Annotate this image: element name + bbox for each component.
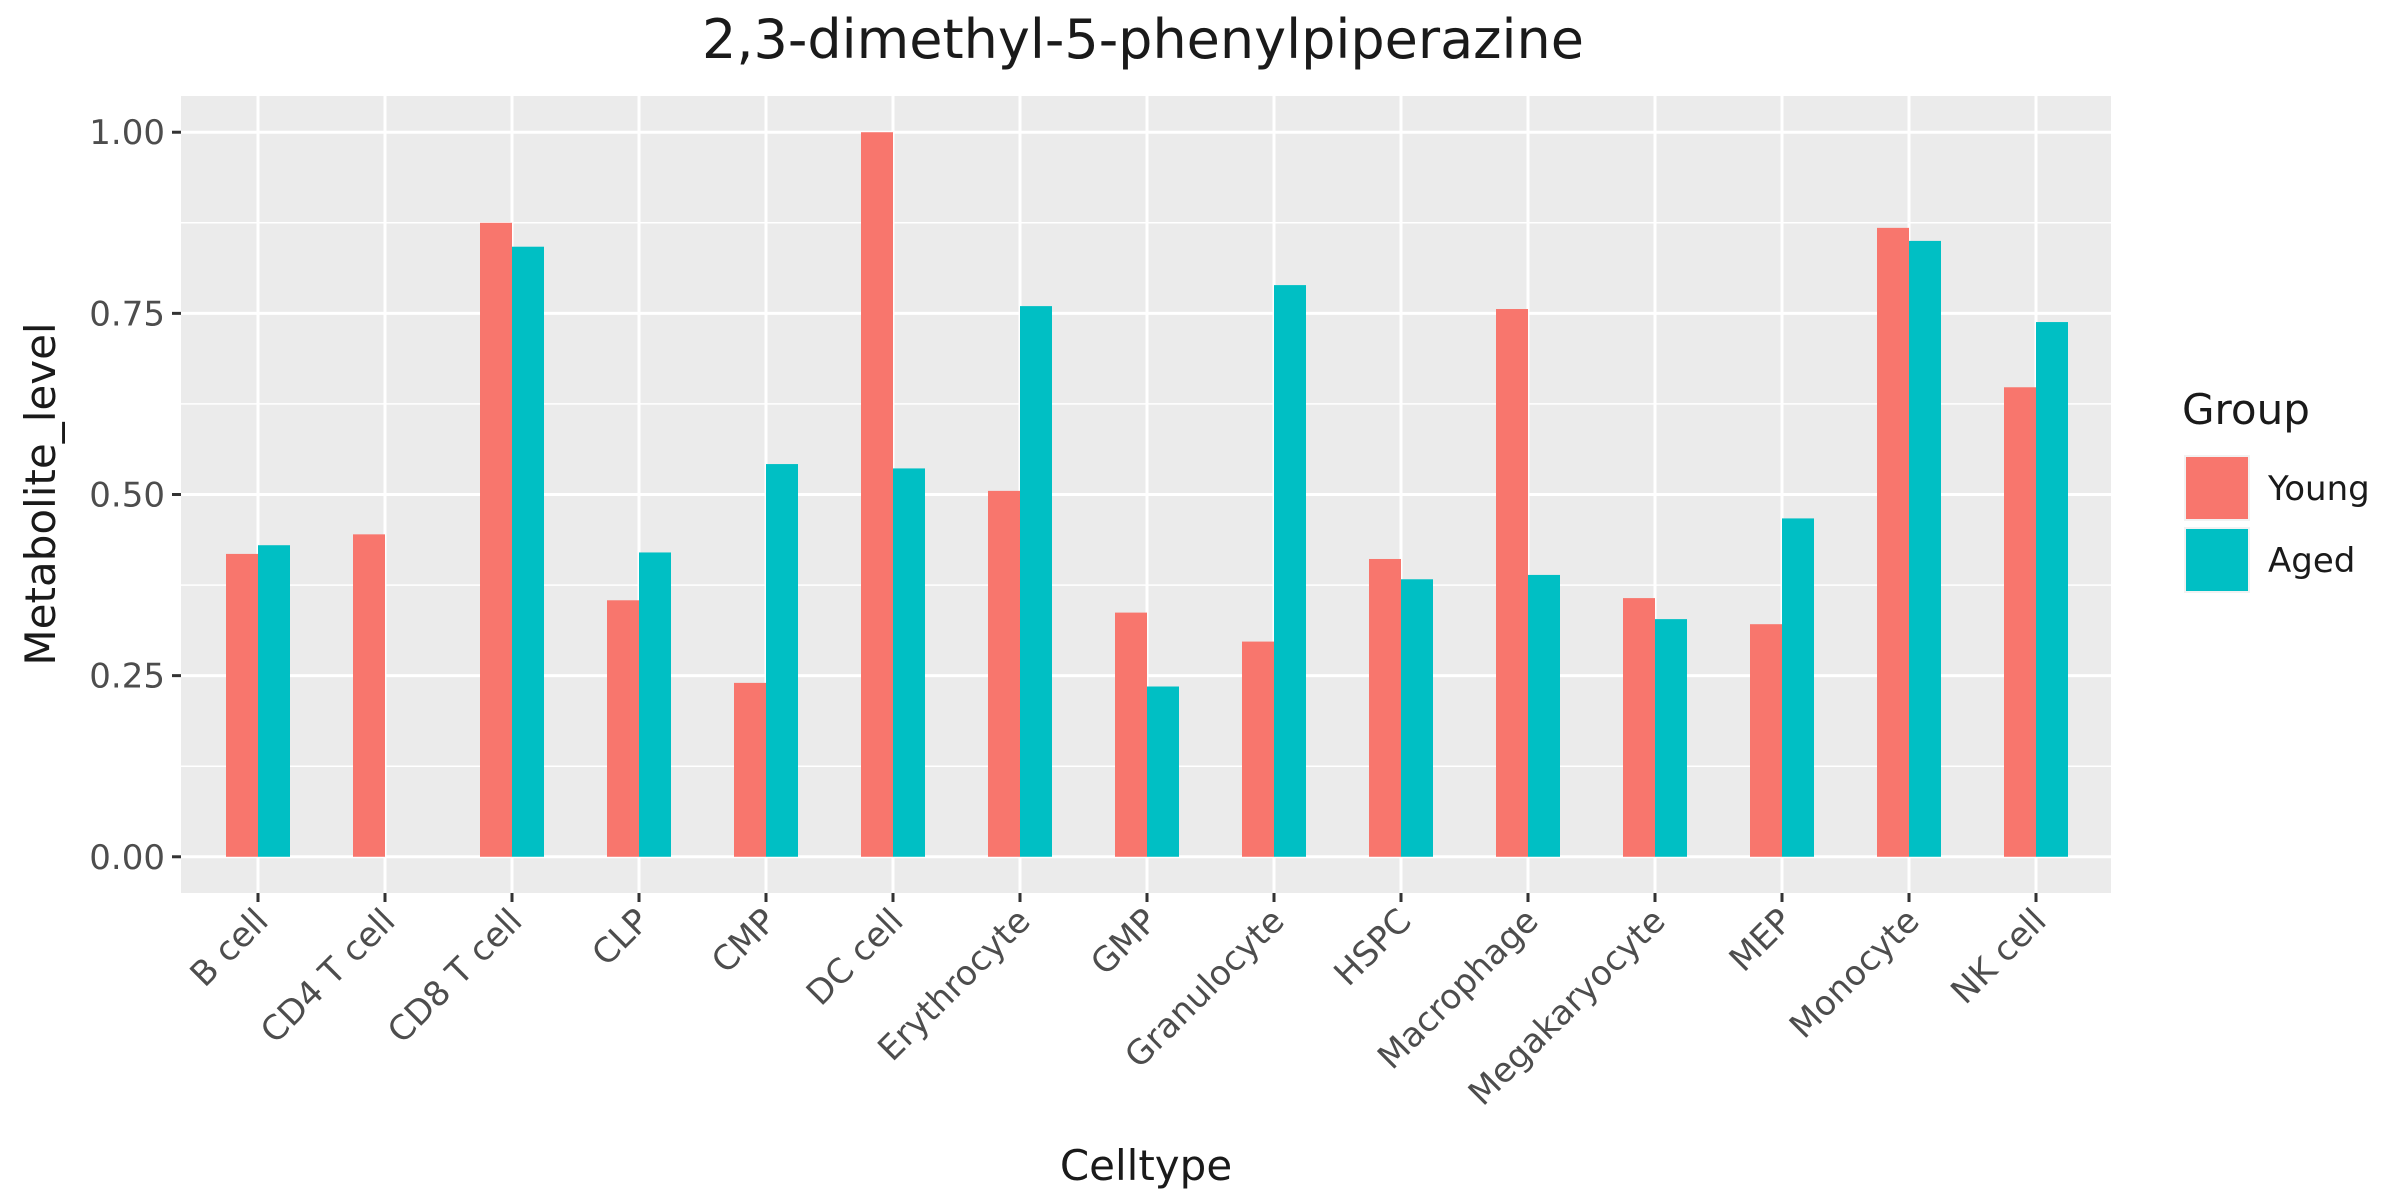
- x-tick-label: NK cell: [1943, 901, 2054, 1012]
- bars: [226, 132, 2068, 857]
- y-tick-label: 0.50: [89, 476, 165, 516]
- x-tick-label: GMP: [1083, 901, 1165, 983]
- y-tick-label: 1.00: [89, 113, 165, 153]
- bar-young: [1496, 309, 1528, 857]
- y-axis: 0.00 0.25 0.50 0.75 1.00: [89, 113, 181, 878]
- y-tick-label: 0.00: [89, 838, 165, 878]
- x-tick-label: CLP: [584, 901, 657, 974]
- bar-aged: [1401, 579, 1433, 857]
- legend: Group Young Aged: [2182, 385, 2370, 593]
- bar-young: [1242, 641, 1274, 857]
- x-tick-label: DC cell: [799, 901, 912, 1014]
- x-tick-label: CD8 T cell: [380, 901, 530, 1051]
- y-axis-title: Metabolite_level: [16, 322, 65, 665]
- bar-aged: [1528, 574, 1560, 857]
- bar-aged: [766, 464, 798, 857]
- y-tick-label: 0.75: [89, 294, 165, 334]
- x-tick-label: HSPC: [1326, 901, 1419, 994]
- bar-young: [988, 490, 1020, 857]
- x-tick-label: CD4 T cell: [253, 901, 403, 1051]
- chart-title: 2,3-dimethyl-5-phenylpiperazine: [702, 8, 1584, 71]
- legend-title: Group: [2182, 385, 2310, 434]
- bar-young: [480, 222, 512, 857]
- bar-young: [1115, 612, 1147, 857]
- bar-aged: [893, 468, 925, 857]
- bar-young: [607, 600, 639, 857]
- bar-young: [2004, 387, 2036, 857]
- bar-young: [1623, 598, 1655, 857]
- bar-aged: [258, 545, 290, 857]
- bar-young: [226, 553, 258, 857]
- bar-young: [734, 682, 766, 857]
- bar-aged: [1274, 285, 1306, 857]
- bar-aged: [1655, 619, 1687, 857]
- x-axis-title: Celltype: [1060, 1141, 1232, 1190]
- legend-swatch-aged: [2186, 529, 2248, 591]
- legend-label-aged: Aged: [2268, 541, 2355, 581]
- bar-aged: [1020, 306, 1052, 857]
- bar-young: [1369, 558, 1401, 857]
- x-tick-label: B cell: [183, 901, 277, 995]
- x-tick-label: CMP: [704, 901, 784, 981]
- bar-young: [861, 132, 893, 857]
- bar-aged: [639, 552, 671, 857]
- x-tick-label: Monocyte: [1782, 901, 1927, 1046]
- y-tick-label: 0.25: [89, 657, 165, 697]
- bar-young: [353, 534, 385, 857]
- bar-aged: [1909, 240, 1941, 857]
- bar-young: [1750, 624, 1782, 857]
- legend-swatch-young: [2186, 457, 2248, 519]
- bar-aged: [1782, 518, 1814, 857]
- bar-aged: [512, 246, 544, 857]
- x-tick-label: MEP: [1722, 901, 1801, 980]
- bar-aged: [1147, 686, 1179, 857]
- bar-aged: [2036, 322, 2068, 857]
- bar-young: [1877, 227, 1909, 857]
- legend-label-young: Young: [2267, 469, 2370, 509]
